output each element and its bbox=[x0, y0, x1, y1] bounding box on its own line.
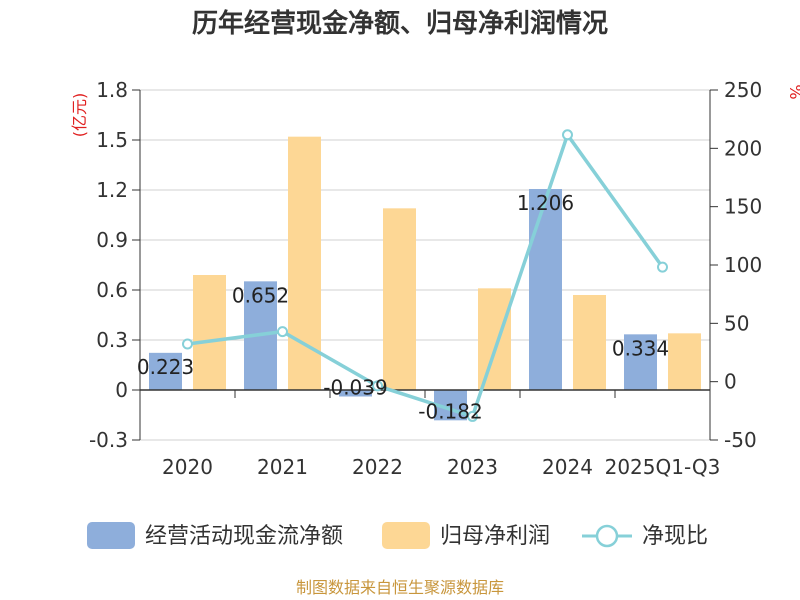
bar-cashflow[interactable] bbox=[149, 352, 182, 390]
ratio-point[interactable] bbox=[657, 261, 668, 273]
bar-series bbox=[149, 136, 701, 421]
legend: 经营活动现金流净额 归母净利润 净现比 bbox=[87, 522, 708, 549]
bar-profit[interactable] bbox=[573, 295, 606, 390]
cashflow-data-label: 0.223 bbox=[137, 355, 194, 379]
ratio-point[interactable] bbox=[467, 410, 478, 422]
category-label: 2024 bbox=[542, 455, 593, 479]
cashflow-data-label: -0.039 bbox=[323, 376, 387, 400]
ratio-line bbox=[187, 131, 664, 419]
left-tick-label: 0 bbox=[115, 378, 128, 402]
ratio-line-series bbox=[182, 129, 668, 422]
bar-profit[interactable] bbox=[478, 288, 511, 390]
right-tick-label: -50 bbox=[724, 428, 757, 452]
legend-label-profit: 归母净利润 bbox=[440, 524, 550, 549]
ratio-point[interactable] bbox=[182, 338, 193, 350]
legend-swatch-cashflow bbox=[87, 522, 135, 549]
bar-profit[interactable] bbox=[193, 275, 226, 390]
legend-item-cashflow[interactable]: 经营活动现金流净额 bbox=[87, 522, 343, 549]
legend-label-ratio: 净现比 bbox=[642, 524, 708, 549]
axes bbox=[132, 89, 718, 441]
legend-label-cashflow: 经营活动现金流净额 bbox=[145, 524, 343, 549]
category-label: 2023 bbox=[447, 455, 498, 479]
category-label: 2022 bbox=[352, 455, 403, 479]
legend-marker-ratio bbox=[595, 524, 619, 548]
right-tick-label: 100 bbox=[724, 253, 762, 277]
left-tick-label: 0.6 bbox=[96, 278, 128, 302]
bar-cashflow[interactable] bbox=[624, 334, 657, 390]
tick-labels: 1.8 1.5 1.2 0.9 0.6 0.3 0 -0.3 250 200 150 100 50 0 -5… bbox=[89, 78, 762, 479]
legend-item-ratio[interactable]: 净现比 bbox=[582, 524, 708, 549]
left-tick-label: 1.2 bbox=[96, 178, 128, 202]
cashflow-data-label: 0.334 bbox=[612, 336, 669, 360]
bar-cashflow[interactable] bbox=[339, 390, 372, 397]
data-labels: 0.223 0.652 -0.039 -0.182 1.206 0.334 bbox=[137, 191, 669, 423]
category-label: 2025Q1-Q3 bbox=[605, 455, 721, 479]
right-tick-label: 0 bbox=[724, 370, 737, 394]
ratio-point[interactable] bbox=[277, 326, 288, 338]
right-tick-label: 150 bbox=[724, 195, 762, 219]
data-source: 制图数据来自恒生聚源数据库 bbox=[296, 578, 504, 597]
category-label: 2021 bbox=[257, 455, 308, 479]
bar-profit[interactable] bbox=[668, 333, 701, 390]
right-tick-label: 50 bbox=[724, 311, 749, 335]
cashflow-data-label: -0.182 bbox=[418, 399, 482, 423]
right-tick-label: 250 bbox=[724, 78, 762, 102]
legend-item-profit[interactable]: 归母净利润 bbox=[382, 522, 550, 549]
right-axis-unit: % bbox=[786, 84, 800, 99]
cashflow-data-label: 1.206 bbox=[517, 191, 574, 215]
ratio-point[interactable] bbox=[372, 380, 383, 392]
left-axis-unit: (亿元) bbox=[70, 93, 89, 138]
cashflow-data-label: 0.652 bbox=[232, 283, 289, 307]
left-tick-label: 0.3 bbox=[96, 328, 128, 352]
bar-profit[interactable] bbox=[288, 136, 321, 390]
bar-profit[interactable] bbox=[383, 208, 416, 390]
left-tick-label: -0.3 bbox=[89, 428, 128, 452]
left-tick-label: 1.5 bbox=[96, 128, 128, 152]
chart-title: 历年经营现金净额、归母净利润情况 bbox=[192, 8, 608, 39]
category-label: 2020 bbox=[162, 455, 213, 479]
legend-swatch-profit bbox=[382, 522, 430, 549]
left-tick-label: 1.8 bbox=[96, 78, 128, 102]
ratio-point[interactable] bbox=[562, 129, 573, 141]
bar-cashflow[interactable] bbox=[529, 189, 562, 390]
left-tick-label: 0.9 bbox=[96, 228, 128, 252]
right-tick-label: 200 bbox=[724, 136, 762, 160]
